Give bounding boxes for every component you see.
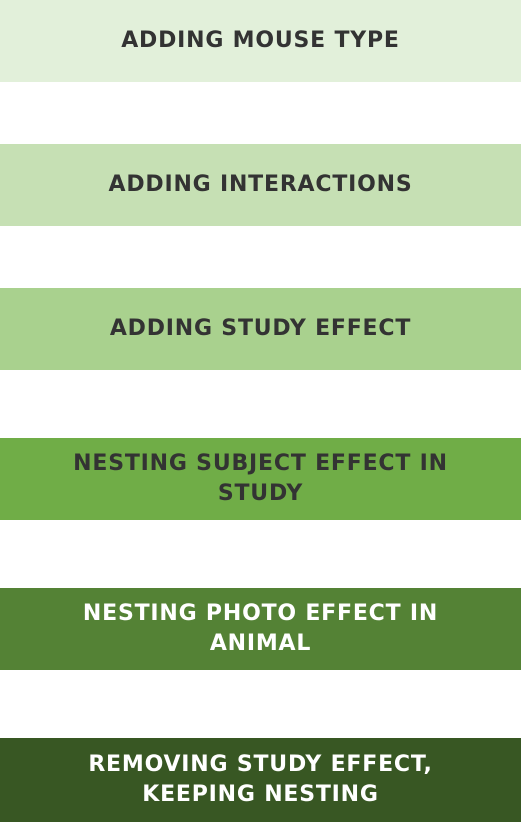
- step-nesting-photo-effect: NESTING PHOTO EFFECT IN ANIMAL: [0, 588, 521, 670]
- step-nesting-subject-effect: NESTING SUBJECT EFFECT IN STUDY: [0, 438, 521, 520]
- step-adding-mouse-type: ADDING MOUSE TYPE: [0, 0, 521, 82]
- step-adding-study-effect: ADDING STUDY EFFECT: [0, 288, 521, 370]
- step-adding-interactions: ADDING INTERACTIONS: [0, 144, 521, 226]
- step-removing-study-effect: REMOVING STUDY EFFECT, KEEPING NESTING: [0, 738, 521, 822]
